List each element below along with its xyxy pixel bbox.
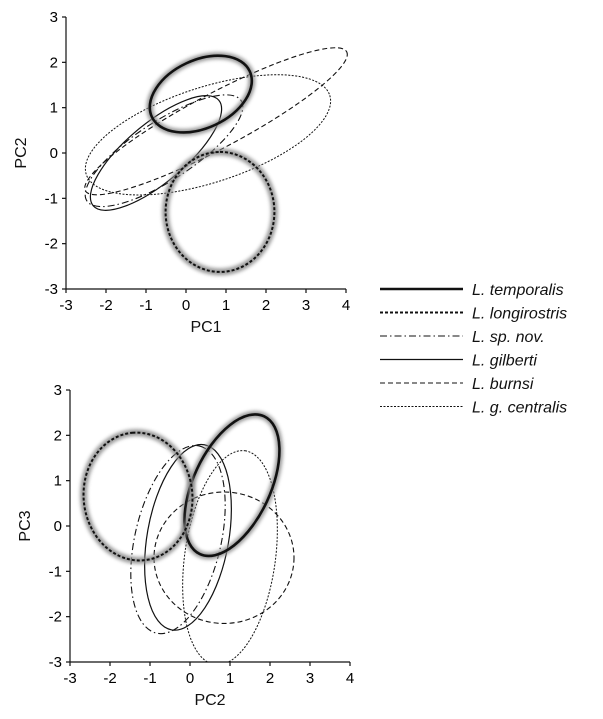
legend-item-l-longirostris: L. longirostris	[380, 306, 567, 323]
ellipse-l-g-centralis	[84, 74, 332, 196]
ellipse-outline	[183, 413, 281, 558]
ellipse-l-temporalis	[181, 410, 283, 560]
y-tick-label: -1	[45, 190, 58, 207]
ellipse-l-longirostris	[80, 429, 196, 564]
legend-label: L. sp. nov.	[472, 329, 545, 346]
y-tick-label: 2	[54, 427, 62, 444]
ellipse-outline	[130, 445, 226, 635]
y-tick-label: -1	[49, 563, 62, 580]
x-tick-label: -3	[63, 670, 76, 687]
x-tick-label: 2	[266, 670, 274, 687]
ellipse-l-sp-nov	[130, 445, 226, 635]
y-tick-label: 0	[54, 518, 62, 535]
ellipse-outline	[144, 443, 232, 631]
x-tick-label: -1	[143, 670, 156, 687]
legend-label: L. burnsi	[472, 376, 534, 393]
legend-item-l-temporalis: L. temporalis	[380, 282, 564, 299]
ellipse-halo	[162, 148, 278, 276]
y-tick-label: 2	[50, 54, 58, 71]
ellipse-halo	[80, 429, 196, 564]
x-tick-label: 3	[302, 297, 310, 314]
legend-label: L. g. centralis	[472, 400, 567, 417]
x-tick-label: 0	[182, 297, 190, 314]
ellipse-l-longirostris	[162, 148, 278, 276]
y-tick-label: -2	[45, 236, 58, 253]
ellipse-halo	[146, 52, 256, 136]
legend-item-l-sp-nov: L. sp. nov.	[380, 329, 545, 346]
x-tick-label: 4	[346, 670, 354, 687]
ellipse-l-burnsi	[84, 47, 348, 196]
ellipse-layer	[84, 47, 348, 276]
ellipse-l-gilberti	[144, 443, 232, 631]
x-tick-label: 2	[262, 297, 270, 314]
ellipse-outline	[84, 47, 348, 196]
ellipse-outline	[84, 74, 332, 196]
pc2-pc3-panel: -3 -2 -1 0 1 2 3 -3 -2 -1 0 1 2 3 4 PC2 PC3	[17, 382, 354, 709]
x-axis-title: PC2	[194, 692, 225, 709]
ellipse-outline	[82, 431, 194, 562]
ellipse-l-burnsi	[153, 491, 295, 625]
pc1-pc2-panel: -3 -2 -1 0 1 2 3 -3 -2 -1 0 1 2 3 4 PC1 PC2	[13, 9, 350, 336]
x-tick-label: 1	[222, 297, 230, 314]
ellipse-outline	[153, 491, 295, 625]
y-tick-label: 1	[50, 100, 58, 117]
y-tick-label: -3	[49, 654, 62, 671]
x-tick-label: 0	[186, 670, 194, 687]
y-tick-label: -2	[49, 609, 62, 626]
legend-item-l-gilberti: L. gilberti	[380, 353, 537, 370]
x-tick-label: -1	[139, 297, 152, 314]
legend: L. temporalis L. longirostris L. sp. nov. L…	[380, 282, 567, 417]
y-tick-label: 0	[50, 145, 58, 162]
ellipse-layer	[80, 410, 295, 662]
legend-item-l-g-centralis: L. g. centralis	[380, 400, 567, 417]
legend-label: L. gilberti	[472, 353, 537, 370]
legend-label: L. temporalis	[472, 282, 564, 299]
ellipse-outline	[148, 54, 254, 134]
y-axis-title: PC2	[13, 137, 30, 168]
ellipse-l-temporalis	[146, 52, 256, 136]
ellipse-halo	[181, 410, 283, 560]
y-tick-label: 1	[54, 473, 62, 490]
x-tick-label: -2	[103, 670, 116, 687]
x-tick-label: 4	[342, 297, 350, 314]
x-tick-label: 1	[226, 670, 234, 687]
ellipse-outline	[182, 450, 278, 662]
y-tick-label: 3	[50, 9, 58, 26]
x-tick-label: -2	[99, 297, 112, 314]
y-tick-label: 3	[54, 382, 62, 399]
y-axis-title: PC3	[17, 510, 34, 541]
legend-item-l-burnsi: L. burnsi	[380, 376, 534, 393]
x-axis-title: PC1	[190, 319, 221, 336]
ellipse-l-g-centralis	[182, 450, 278, 662]
legend-label: L. longirostris	[472, 306, 567, 323]
x-tick-label: 3	[306, 670, 314, 687]
x-tick-label: -3	[59, 297, 72, 314]
y-tick-label: -3	[45, 281, 58, 298]
